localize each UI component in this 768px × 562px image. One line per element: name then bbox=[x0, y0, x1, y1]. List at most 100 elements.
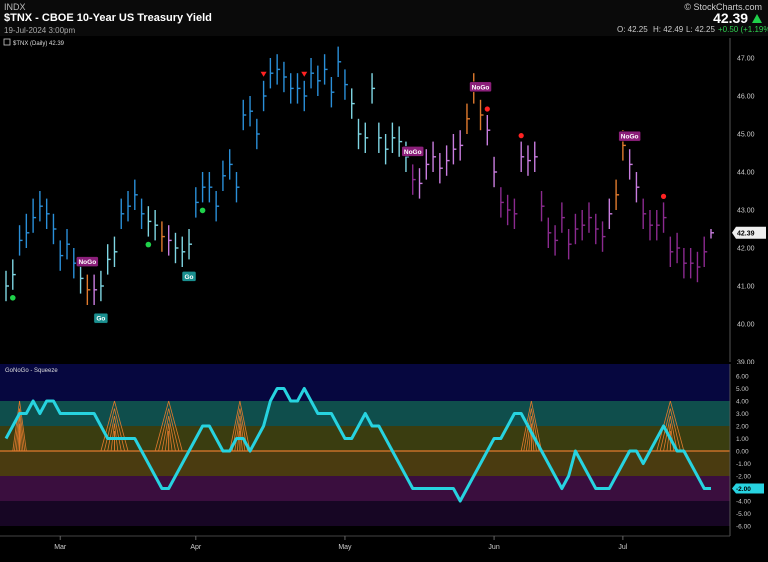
price-bar bbox=[39, 191, 43, 222]
price-bar bbox=[195, 187, 199, 218]
price-bar bbox=[398, 126, 403, 157]
quote-change: +0.50 (+1.19%) bbox=[718, 25, 768, 34]
price-bar bbox=[303, 80, 308, 112]
chart-title: $TNX - CBOE 10-Year US Treasury Yield bbox=[4, 12, 212, 24]
go-dot-marker bbox=[9, 295, 16, 301]
price-bar bbox=[215, 191, 220, 222]
go-label bbox=[93, 312, 109, 324]
oscillator-tick-label: 5.00 bbox=[736, 386, 749, 393]
price-bar bbox=[330, 77, 335, 108]
price-bar bbox=[12, 259, 16, 290]
price-bar bbox=[351, 88, 355, 119]
price-bar bbox=[208, 172, 213, 203]
price-bar bbox=[506, 194, 511, 226]
quote-low: L: 42.25 bbox=[686, 25, 715, 34]
nogo-dot-marker bbox=[518, 133, 524, 139]
price-bar bbox=[608, 198, 613, 229]
price-bar bbox=[547, 217, 552, 248]
price-bar bbox=[466, 103, 470, 134]
x-axis-label: May bbox=[338, 544, 352, 551]
price-bar bbox=[567, 229, 572, 260]
squeeze-climb-line bbox=[114, 408, 126, 452]
squeeze-climb-line bbox=[168, 423, 173, 452]
price-tick-label: 41.00 bbox=[737, 284, 755, 291]
price-bar bbox=[283, 61, 287, 93]
oscillator-tick-label: 1.00 bbox=[736, 436, 749, 443]
squeeze-climb-line bbox=[15, 415, 20, 452]
price-legend: $TNX (Daily) 42.39 bbox=[13, 41, 65, 47]
oscillator-tick-label: -1.00 bbox=[736, 461, 751, 468]
squeeze-climb-line bbox=[114, 400, 129, 452]
squeeze-climb-line bbox=[669, 415, 678, 452]
quote-open: O: 42.25 bbox=[617, 25, 648, 34]
price-bar bbox=[161, 221, 165, 252]
price-bar bbox=[520, 141, 525, 172]
price-bar bbox=[18, 225, 23, 256]
price-bar bbox=[25, 213, 30, 248]
x-axis-label: Mar bbox=[54, 544, 67, 551]
price-bar bbox=[581, 210, 586, 241]
oscillator-tick-label: 6.00 bbox=[736, 374, 749, 381]
squeeze-climb-line bbox=[12, 400, 20, 452]
price-bar bbox=[601, 221, 606, 252]
price-bar bbox=[106, 244, 111, 275]
price-bar bbox=[649, 210, 653, 241]
price-bar bbox=[249, 96, 254, 127]
price-bar bbox=[425, 149, 430, 180]
price-bar bbox=[134, 179, 138, 210]
price-tick-label: 39.00 bbox=[737, 360, 755, 367]
go-label-text: Go bbox=[185, 274, 194, 281]
squeeze-climb bbox=[12, 400, 27, 452]
price-bar bbox=[500, 187, 504, 218]
price-bar bbox=[127, 191, 132, 222]
squeeze-climb-line bbox=[530, 415, 537, 452]
squeeze-climb-line bbox=[669, 408, 681, 452]
last-price-value: 42.39 bbox=[713, 10, 749, 26]
price-bar bbox=[174, 232, 179, 264]
squeeze-climb-line bbox=[229, 400, 241, 452]
squeeze-climb-line bbox=[154, 400, 170, 452]
squeeze-climb-line bbox=[530, 400, 542, 452]
price-bar bbox=[100, 270, 104, 302]
price-bar bbox=[59, 240, 64, 271]
go-label bbox=[181, 271, 197, 282]
oscillator-tick-label: 0.00 bbox=[736, 449, 749, 456]
price-bar bbox=[167, 225, 172, 256]
squeeze-climb-line bbox=[239, 415, 246, 452]
price-bar bbox=[432, 141, 437, 172]
price-last-value-tag bbox=[732, 226, 766, 239]
price-bar bbox=[656, 210, 660, 241]
price-bar bbox=[201, 172, 206, 203]
price-bar bbox=[561, 202, 565, 233]
squeeze-climb-line bbox=[669, 400, 685, 452]
nogo-label bbox=[401, 146, 424, 157]
nogo-label-text: NoGo bbox=[472, 84, 490, 91]
price-bar bbox=[120, 198, 125, 229]
price-tick-label: 45.00 bbox=[737, 132, 755, 139]
squeeze-climb-line bbox=[164, 423, 170, 452]
price-bar bbox=[710, 229, 714, 239]
price-bar bbox=[32, 198, 37, 233]
price-bar bbox=[45, 198, 50, 229]
price-bar bbox=[229, 149, 233, 180]
price-tick-label: 46.00 bbox=[737, 94, 755, 101]
price-bar bbox=[5, 270, 9, 302]
price-bar bbox=[79, 263, 84, 294]
go-label-text: Go bbox=[96, 316, 105, 323]
price-bar bbox=[588, 202, 592, 233]
price-bar bbox=[364, 122, 369, 153]
price-bar bbox=[93, 274, 98, 305]
oscillator-tick-label: -5.00 bbox=[736, 511, 751, 518]
price-bar bbox=[188, 229, 193, 260]
price-bar bbox=[615, 179, 620, 210]
brand-logo[interactable]: © StockCharts.com bbox=[684, 2, 762, 12]
price-bar bbox=[527, 145, 531, 176]
nogo-label bbox=[618, 130, 641, 142]
squeeze-climb-line bbox=[168, 400, 183, 452]
price-bar bbox=[445, 145, 450, 176]
price-bar bbox=[269, 58, 274, 89]
nogo-dot-marker bbox=[484, 106, 490, 112]
band-weak-nogo bbox=[0, 451, 730, 476]
oscillator-tick-label: 3.00 bbox=[736, 411, 749, 418]
